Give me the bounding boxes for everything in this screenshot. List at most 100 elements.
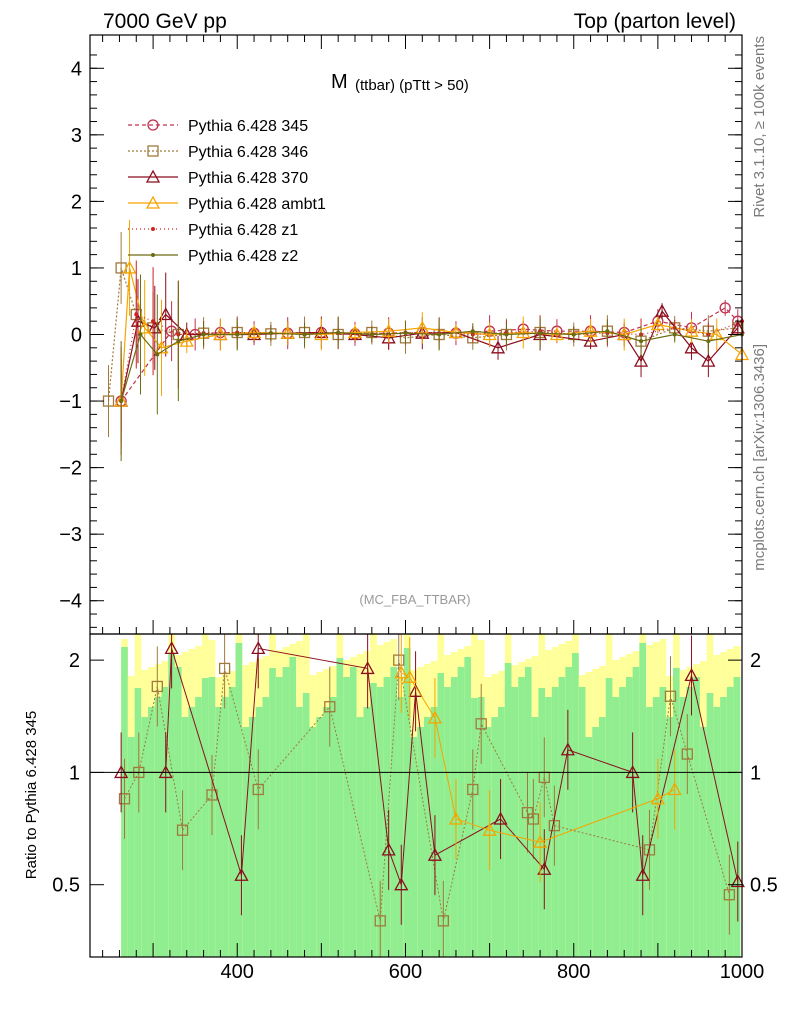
y-tick-label-main: −1 <box>59 391 82 413</box>
data-point <box>719 302 731 314</box>
ratio-band-inner-bar <box>336 658 344 957</box>
ratio-point <box>427 710 443 724</box>
ratio-band-inner-bar <box>585 737 593 957</box>
ratio-point <box>118 793 131 805</box>
axes-group: −4 −3 −2 −1 0 1 2 3 4 0.5 0.5 1 1 2 2 400 600 800 1000 <box>52 34 778 983</box>
x-tick-label: 1000 <box>720 961 765 983</box>
ratio-band-inner-bar <box>249 717 256 957</box>
data-point <box>179 333 194 347</box>
ratio-point <box>234 867 249 881</box>
ratio-point <box>324 701 336 713</box>
ratio-band-inner-bar <box>363 707 371 957</box>
data-point <box>617 327 632 341</box>
ratio-band-inner-bar <box>437 673 445 957</box>
data-point <box>155 352 160 357</box>
legend-swatch-marker <box>151 227 155 231</box>
ratio-point <box>427 847 443 861</box>
ratio-band-inner-bar <box>726 687 734 957</box>
legend-label: Pythia 6.428 ambt1 <box>188 196 326 213</box>
ratio-point <box>643 844 656 856</box>
ratio-point <box>437 915 449 927</box>
ratio-point <box>730 874 745 888</box>
data-point <box>730 320 745 334</box>
ratio-band-inner-bar <box>262 697 270 957</box>
ratio-band-inner-bar <box>188 707 196 957</box>
data-point <box>280 325 295 339</box>
y-tick-label-ratio-right: 1 <box>750 762 761 784</box>
ratio-band-inner-bar <box>269 668 276 957</box>
ratio-band-inner-bar <box>471 698 478 957</box>
ratio-band-inner-bar <box>397 697 404 957</box>
ratio-band-inner-bar <box>592 727 599 957</box>
y-tick-label-main: −4 <box>59 591 82 613</box>
data-point <box>470 329 475 334</box>
ratio-band-inner-bar <box>713 707 721 957</box>
y-tick-label-main: 1 <box>71 258 82 280</box>
y-tick-label-main: 2 <box>71 191 82 213</box>
data-point <box>347 325 363 339</box>
data-point <box>706 339 711 344</box>
ratio-point <box>681 748 693 760</box>
ratio-point <box>176 824 189 836</box>
ratio-band-inner-bar <box>558 677 566 957</box>
data-point <box>151 319 156 324</box>
ratio-band-group <box>121 634 741 957</box>
ratio-band-inner-bar <box>242 727 250 957</box>
ratio-series-line <box>401 672 675 843</box>
ratio-band-inner-bar <box>430 707 438 957</box>
ratio-band-inner-bar <box>181 717 189 957</box>
ratio-band-inner-bar <box>275 677 283 957</box>
ratio-band-inner-bar <box>222 697 229 957</box>
data-point <box>235 332 240 337</box>
legend-group: Pythia 6.428 345 Pythia 6.428 346 Pythia 6… <box>128 118 326 265</box>
ratio-band-inner-bar <box>289 657 297 957</box>
ratio-band-inner-bar <box>504 663 512 957</box>
header-left: 7000 GeV pp <box>103 10 227 33</box>
ratio-point <box>394 665 409 679</box>
ratio-band-inner-bar <box>323 707 330 957</box>
header-right: Top (parton level) <box>574 10 736 33</box>
ratio-point <box>667 782 682 796</box>
y-tick-label-ratio-right: 2 <box>750 650 761 672</box>
ratio-point <box>402 669 417 683</box>
ratio-point <box>448 811 464 825</box>
ratio-band-inner-bar <box>168 653 175 957</box>
ratio-band-inner-bar <box>148 707 155 957</box>
legend-label: Pythia 6.428 z1 <box>188 222 298 239</box>
data-point <box>639 339 644 344</box>
ratio-band-inner-bar <box>329 697 337 957</box>
ratio-point <box>521 807 534 819</box>
y-tick-label-main: −2 <box>59 458 82 480</box>
ratio-band-inner-bar <box>659 687 667 957</box>
ratio-band-inner-bar <box>531 717 539 957</box>
main-plot-group <box>102 219 750 462</box>
ratio-series-line <box>124 660 730 921</box>
legend-swatch-marker <box>145 195 161 209</box>
ratio-band-inner-bar <box>309 727 317 957</box>
ratio-band-inner-bar <box>302 693 310 957</box>
ratio-band-inner-bar <box>639 643 647 957</box>
ratio-band-inner-bar <box>578 687 586 957</box>
ratio-band-inner-bar <box>565 667 573 957</box>
data-point <box>122 260 137 274</box>
data-point <box>583 323 598 337</box>
ratio-band-inner-bar <box>733 677 741 957</box>
ratio-band-inner-bar <box>383 677 391 957</box>
ratio-point <box>560 742 575 756</box>
ratio-point <box>684 668 699 682</box>
chart-title-main: M <box>331 71 348 93</box>
ratio-point <box>635 867 650 881</box>
data-point <box>504 332 509 337</box>
data-point <box>201 332 206 337</box>
ratio-band-inner-bar <box>349 667 357 957</box>
y-tick-label-ratio: 1 <box>69 762 80 784</box>
ratio-point <box>527 813 540 825</box>
ratio-band-inner-bar <box>693 677 700 957</box>
series-line <box>120 310 739 402</box>
data-point <box>154 340 169 354</box>
ratio-band-inner-bar <box>706 693 714 957</box>
data-point <box>654 303 670 317</box>
ratio-point <box>394 877 409 891</box>
data-point <box>119 399 124 404</box>
ratio-point <box>467 783 479 796</box>
